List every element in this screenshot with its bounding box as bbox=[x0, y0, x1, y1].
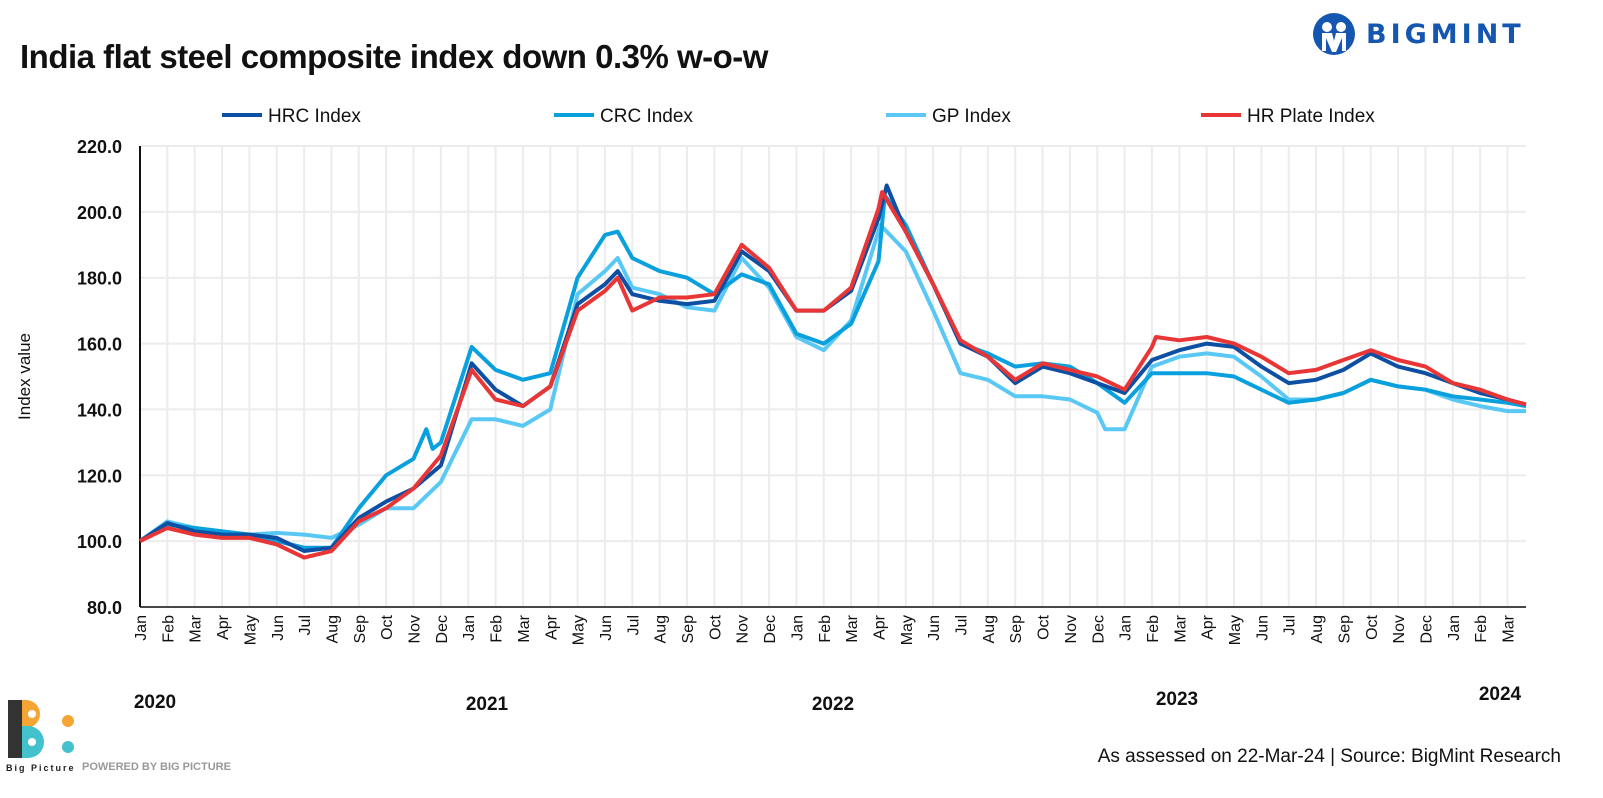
x-tick-label: Feb bbox=[1145, 615, 1162, 643]
x-tick-label: Mar bbox=[516, 614, 533, 642]
x-tick-label: Jun bbox=[598, 615, 615, 641]
x-tick-label: Dec bbox=[434, 615, 451, 643]
x-tick-label: Oct bbox=[1036, 614, 1053, 639]
y-axis-title: Index value bbox=[15, 333, 34, 420]
year-label: 2024 bbox=[1479, 684, 1522, 705]
x-tick-label: Jan bbox=[789, 615, 806, 641]
x-tick-label: Aug bbox=[1309, 615, 1326, 643]
x-tick-label: Mar bbox=[188, 614, 205, 642]
x-tick-label: Aug bbox=[324, 615, 341, 643]
x-tick-label: Jan bbox=[1118, 615, 1135, 641]
x-tick-label: Apr bbox=[871, 614, 888, 640]
x-tick-label: Sep bbox=[352, 615, 369, 644]
series-line-gp-index bbox=[138, 223, 1526, 543]
x-tick-label: Apr bbox=[1200, 614, 1217, 640]
year-label: 2021 bbox=[466, 694, 509, 715]
x-tick-label: Jul bbox=[297, 615, 314, 635]
bigmint-logo-text: BIGMINT bbox=[1366, 18, 1525, 50]
x-tick-label: Feb bbox=[817, 615, 834, 643]
x-tick-label: Nov bbox=[1391, 615, 1408, 643]
y-tick-label: 220.0 bbox=[77, 137, 122, 157]
x-tick-label: Feb bbox=[160, 615, 177, 643]
year-label: 2023 bbox=[1156, 689, 1198, 710]
x-tick-label: Apr bbox=[543, 614, 560, 640]
big-picture-logo bbox=[6, 700, 78, 765]
y-tick-label: 180.0 bbox=[77, 269, 122, 289]
x-tick-label: Jan bbox=[1446, 615, 1463, 641]
series-line-hr-plate-index bbox=[139, 190, 1527, 560]
x-tick-label: May bbox=[242, 615, 259, 645]
bigmint-logo-icon bbox=[1313, 13, 1355, 55]
x-tick-label: Oct bbox=[707, 614, 724, 639]
x-tick-label: Jan bbox=[133, 615, 150, 641]
legend: HRC Index CRC Index GP Index HR Plate Index bbox=[222, 106, 1375, 127]
x-tick-label: Feb bbox=[489, 615, 506, 643]
x-tick-label: Jan bbox=[461, 615, 478, 641]
x-tick-label: Mar bbox=[844, 614, 861, 642]
x-tick-label: Jul bbox=[625, 615, 642, 635]
x-tick-label: Sep bbox=[1336, 615, 1353, 644]
x-tick-label: Dec bbox=[762, 615, 779, 643]
x-tick-label: Oct bbox=[379, 614, 396, 639]
x-tick-label: Aug bbox=[981, 615, 998, 643]
x-tick-label: Dec bbox=[1418, 615, 1435, 643]
series-lines bbox=[138, 183, 1527, 560]
gridlines bbox=[140, 145, 1527, 608]
y-tick-label: 140.0 bbox=[77, 400, 122, 420]
y-tick-label: 200.0 bbox=[77, 203, 122, 223]
legend-label: HRC Index bbox=[268, 106, 361, 127]
axes: 80.0 100.0 120.0 140.0 160.0 180.0 200.0 220.0 J… bbox=[15, 137, 1527, 715]
legend-label: GP Index bbox=[932, 106, 1011, 127]
chart-title: India flat steel composite index down 0.… bbox=[20, 38, 768, 75]
x-tick-label: Dec bbox=[1090, 615, 1107, 643]
x-tick-label: Aug bbox=[653, 615, 670, 643]
x-tick-label: Jun bbox=[270, 615, 287, 641]
big-picture-name: Big Picture bbox=[6, 763, 76, 773]
x-tick-label: Sep bbox=[1008, 615, 1025, 644]
x-tick-label: Jul bbox=[1282, 615, 1299, 635]
series-line-crc-index bbox=[138, 193, 1527, 550]
legend-label: HR Plate Index bbox=[1247, 106, 1375, 127]
x-tick-label: May bbox=[571, 615, 588, 645]
x-tick-label: Nov bbox=[407, 615, 424, 643]
x-tick-label: Jul bbox=[954, 615, 971, 635]
year-label: 2022 bbox=[812, 694, 854, 715]
x-tick-label: Jun bbox=[1254, 615, 1271, 641]
x-tick-label: Jun bbox=[926, 615, 943, 641]
y-tick-label: 80.0 bbox=[87, 598, 122, 618]
x-tick-label: Nov bbox=[1063, 615, 1080, 643]
y-tick-label: 120.0 bbox=[77, 466, 122, 486]
x-tick-label: Mar bbox=[1501, 614, 1518, 642]
big-picture-logo-icon bbox=[8, 700, 74, 758]
x-tick-label: Sep bbox=[680, 615, 697, 644]
powered-by-label: POWERED BY BIG PICTURE bbox=[82, 761, 231, 773]
y-tick-label: 100.0 bbox=[77, 532, 122, 552]
x-tick-label: May bbox=[1227, 615, 1244, 645]
legend-label: CRC Index bbox=[600, 106, 693, 127]
x-tick-label: Feb bbox=[1473, 615, 1490, 643]
x-tick-label: May bbox=[899, 615, 916, 645]
y-tick-label: 160.0 bbox=[77, 335, 122, 355]
bigmint-logo: BIGMINT bbox=[1312, 12, 1525, 56]
source-footer: As assessed on 22-Mar-24 | Source: BigMi… bbox=[1097, 746, 1561, 767]
x-tick-label: Mar bbox=[1172, 614, 1189, 642]
year-label: 2020 bbox=[134, 692, 176, 713]
x-tick-label: Oct bbox=[1364, 614, 1381, 639]
x-tick-label: Nov bbox=[735, 615, 752, 643]
x-tick-label: Apr bbox=[215, 614, 232, 640]
